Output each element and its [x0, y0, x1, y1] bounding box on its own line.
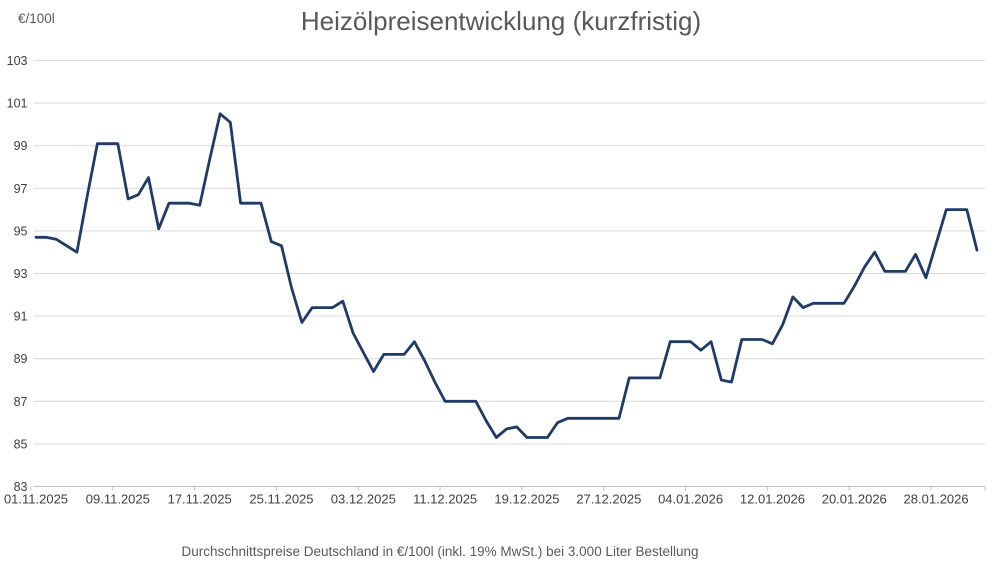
y-tick-label: 101 — [7, 97, 28, 111]
y-tick-label: 91 — [14, 310, 28, 324]
x-tick-label: 28.01.2026 — [904, 492, 969, 507]
chart-caption: Durchschnittspreise Deutschland in €/100… — [181, 544, 699, 559]
y-tick-label: 85 — [14, 437, 28, 451]
x-tick-label: 20.01.2026 — [822, 492, 887, 507]
y-tick-label: 97 — [14, 182, 28, 196]
y-tick-label: 83 — [14, 480, 28, 494]
y-tick-label: 89 — [14, 352, 28, 366]
y-tick-label: 87 — [14, 395, 28, 409]
x-tick-label: 27.12.2025 — [576, 492, 641, 507]
chart-title: Heizölpreisentwicklung (kurzfristig) — [300, 6, 702, 36]
x-tick-label: 04.01.2026 — [658, 492, 723, 507]
x-tick-label: 03.12.2025 — [331, 492, 396, 507]
y-tick-label: 95 — [14, 224, 28, 238]
x-tick-label: 09.11.2025 — [86, 492, 150, 507]
x-tick-label: 25.11.2025 — [249, 492, 313, 507]
x-tick-label: 11.12.2025 — [413, 492, 477, 507]
y-axis-unit-label: €/100l — [18, 11, 55, 26]
x-tick-label: 01.11.2025 — [4, 492, 68, 507]
y-tick-label: 99 — [14, 139, 28, 153]
price-line-series — [34, 112, 979, 439]
x-tick-label: 12.01.2026 — [740, 492, 805, 507]
x-tick-label: 19.12.2025 — [494, 492, 559, 507]
y-tick-label: 103 — [7, 54, 28, 68]
x-tick-label: 17.11.2025 — [168, 492, 232, 507]
y-tick-label: 93 — [14, 267, 28, 281]
